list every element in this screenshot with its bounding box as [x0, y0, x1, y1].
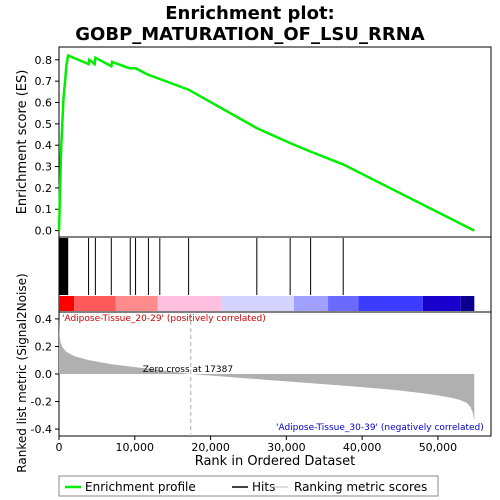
- enrichment-profile-line: [57, 53, 475, 232]
- x-tick-label: 0: [56, 441, 63, 454]
- legend-label-enrichment: Enrichment profile: [85, 480, 196, 494]
- x-tick-label: 50,000: [419, 441, 458, 454]
- chart-title-line1: Enrichment plot:: [165, 3, 335, 24]
- legend-label-metric: Ranking metric scores: [294, 480, 427, 494]
- es-y-axis-label: Enrichment score (ES): [15, 70, 30, 215]
- es-y-tick-label: 0.0: [35, 225, 53, 238]
- colorbar-segment: [358, 296, 423, 311]
- es-y-tick-label: 0.1: [35, 203, 53, 216]
- es-y-tick-label: 0.7: [35, 75, 53, 88]
- legend-box: [58, 475, 439, 497]
- hits-marks: [58, 238, 344, 295]
- es-y-tick-label: 0.6: [35, 97, 53, 110]
- zero-cross-label: Zero cross at 17387: [143, 365, 233, 375]
- chart-title-line2: GOBP_MATURATION_OF_LSU_RRNA: [75, 24, 424, 45]
- x-tick-label: 10,000: [116, 441, 155, 454]
- colorbar-segment: [460, 296, 475, 311]
- metric-y-tick-label: 0.2: [35, 340, 53, 353]
- colorbar-segment: [59, 296, 75, 311]
- rank-colorbar: [59, 296, 475, 311]
- colorbar-segment: [422, 296, 461, 311]
- colorbar-segment: [74, 296, 116, 311]
- metric-y-tick-label: -0.4: [31, 423, 52, 436]
- metric-y-tick-label: -0.2: [31, 396, 52, 409]
- negative-correlation-label: 'Adipose-Tissue_30-39' (negatively corre…: [276, 423, 484, 433]
- x-axis-label: Rank in Ordered Dataset: [195, 454, 356, 469]
- metric-y-axis-label: Ranked list metric (Signal2Noise): [15, 273, 29, 472]
- x-tick-label: 40,000: [343, 441, 382, 454]
- es-y-tick-label: 0.3: [35, 161, 53, 174]
- es-y-ticks: 0.0 0.1 0.2 0.3 0.4 0.5 0.6 0.7 0.8: [35, 54, 59, 238]
- ranking-metric-area: [59, 318, 475, 421]
- x-tick-label: 20,000: [191, 441, 230, 454]
- metric-y-ticks: -0.4 -0.2 0.0 0.2 0.4: [31, 313, 59, 436]
- es-y-tick-label: 0.5: [35, 118, 53, 131]
- es-y-tick-label: 0.8: [35, 54, 53, 67]
- es-panel-frame: [58, 46, 492, 238]
- colorbar-segment: [328, 296, 359, 311]
- colorbar-segment: [221, 296, 294, 311]
- es-y-tick-label: 0.4: [35, 139, 53, 152]
- metric-y-tick-label: 0.4: [35, 313, 53, 326]
- colorbar-segment: [115, 296, 158, 311]
- positive-correlation-label: 'Adipose-Tissue_20-29' (positively corre…: [62, 314, 266, 324]
- x-tick-label: 30,000: [267, 441, 306, 454]
- colorbar-segment: [293, 296, 329, 311]
- legend-label-hits: Hits: [252, 480, 275, 494]
- colorbar-segment: [157, 296, 222, 311]
- metric-y-tick-label: 0.0: [35, 368, 53, 381]
- es-y-tick-label: 0.2: [35, 182, 53, 195]
- x-axis-ticks: 0 10,000 20,000 30,000 40,000 50,000: [56, 436, 458, 454]
